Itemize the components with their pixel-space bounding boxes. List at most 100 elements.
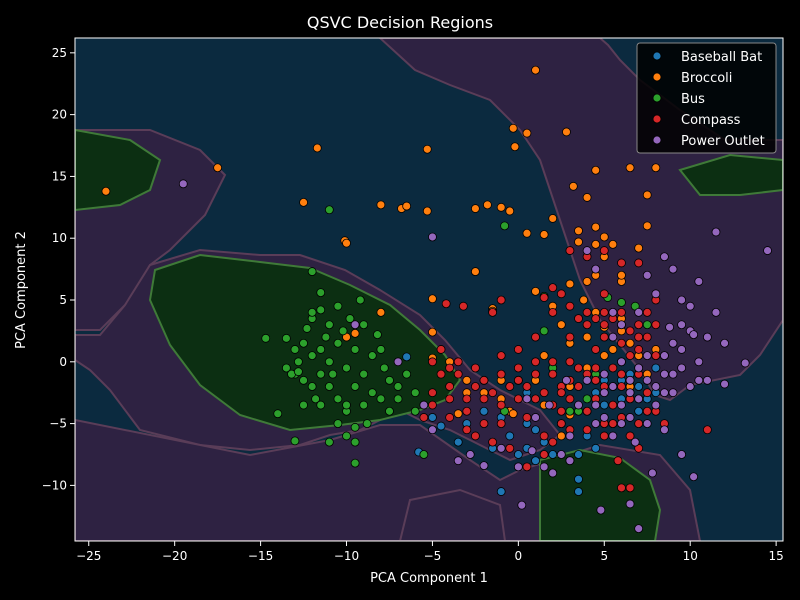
point-compass <box>702 425 712 435</box>
point-baseball-bat <box>513 450 523 459</box>
point-power-outlet <box>677 450 687 459</box>
point-bus <box>373 330 382 340</box>
point-compass <box>445 363 455 373</box>
point-compass <box>496 351 506 361</box>
point-power-outlet <box>599 388 609 398</box>
point-compass <box>599 246 609 255</box>
point-power-outlet <box>591 264 601 274</box>
point-bus <box>359 320 369 330</box>
point-compass <box>608 400 618 410</box>
point-compass <box>625 431 635 441</box>
point-power-outlet <box>556 450 566 459</box>
point-bus <box>350 382 360 391</box>
point-power-outlet <box>668 264 678 274</box>
point-compass <box>445 413 455 422</box>
point-broccoli <box>568 181 578 191</box>
point-baseball-bat <box>428 413 437 422</box>
point-bus <box>293 357 303 367</box>
point-bus <box>333 301 343 311</box>
point-compass <box>488 388 497 398</box>
point-bus <box>342 431 351 441</box>
point-compass <box>436 345 446 354</box>
point-broccoli <box>422 206 432 216</box>
point-power-outlet <box>702 332 712 342</box>
point-compass <box>428 357 437 367</box>
point-power-outlet <box>565 456 575 466</box>
point-bus <box>500 221 510 231</box>
point-power-outlet <box>694 277 704 286</box>
point-power-outlet <box>178 179 188 189</box>
point-compass <box>582 307 592 317</box>
chart-title: QSVC Decision Regions <box>307 13 493 32</box>
point-power-outlet <box>548 468 558 478</box>
point-broccoli <box>505 206 515 216</box>
point-compass <box>513 394 523 404</box>
point-power-outlet <box>702 375 712 385</box>
point-power-outlet <box>608 382 618 391</box>
point-compass <box>470 382 480 391</box>
point-broccoli <box>579 295 589 305</box>
point-broccoli <box>428 327 437 337</box>
point-compass <box>642 332 652 342</box>
point-broccoli <box>428 294 437 304</box>
point-power-outlet <box>634 307 644 317</box>
point-compass <box>505 382 515 391</box>
point-compass <box>505 443 515 453</box>
point-bus <box>582 394 592 404</box>
point-compass <box>617 483 626 493</box>
point-compass <box>539 450 549 459</box>
point-compass <box>539 388 549 398</box>
point-bus <box>281 333 291 343</box>
point-bus <box>316 369 326 379</box>
point-broccoli <box>508 123 518 133</box>
y-tick-label: 5 <box>59 293 67 307</box>
point-bus <box>376 345 386 354</box>
point-compass <box>522 462 532 472</box>
point-compass <box>548 307 558 317</box>
point-baseball-bat <box>402 352 412 362</box>
point-bus <box>350 422 360 432</box>
point-baseball-bat <box>531 456 540 466</box>
point-compass <box>574 363 583 373</box>
point-baseball-bat <box>479 406 489 416</box>
point-power-outlet <box>539 462 549 472</box>
point-bus <box>299 400 308 410</box>
point-power-outlet <box>660 252 669 262</box>
point-power-outlet <box>651 400 661 410</box>
point-baseball-bat <box>436 421 446 431</box>
point-baseball-bat <box>505 431 515 441</box>
point-baseball-bat <box>634 382 644 391</box>
point-broccoli <box>402 201 412 211</box>
point-bus <box>367 351 377 361</box>
point-bus <box>316 288 326 297</box>
point-broccoli <box>376 200 386 210</box>
point-broccoli <box>582 332 592 342</box>
point-baseball-bat <box>591 443 601 453</box>
point-compass <box>479 375 489 385</box>
point-broccoli <box>522 128 532 138</box>
point-power-outlet <box>668 369 678 379</box>
point-power-outlet <box>625 388 635 398</box>
point-compass <box>436 369 446 379</box>
point-power-outlet <box>419 400 429 410</box>
point-broccoli <box>591 239 601 249</box>
point-broccoli <box>342 238 351 248</box>
point-power-outlet <box>677 295 687 305</box>
point-bus <box>307 307 317 317</box>
point-compass <box>488 307 497 317</box>
point-power-outlet <box>608 332 618 342</box>
point-compass <box>634 332 644 342</box>
point-power-outlet <box>565 431 575 441</box>
point-power-outlet <box>625 499 635 509</box>
point-compass <box>462 406 472 416</box>
point-power-outlet <box>544 400 554 410</box>
point-baseball-bat <box>496 487 506 496</box>
point-power-outlet <box>694 357 704 367</box>
point-power-outlet <box>582 246 592 255</box>
point-power-outlet <box>531 413 540 422</box>
point-compass <box>470 431 480 441</box>
point-compass <box>479 419 489 428</box>
point-compass <box>565 301 575 311</box>
point-power-outlet <box>596 505 606 515</box>
point-power-outlet <box>617 400 626 410</box>
